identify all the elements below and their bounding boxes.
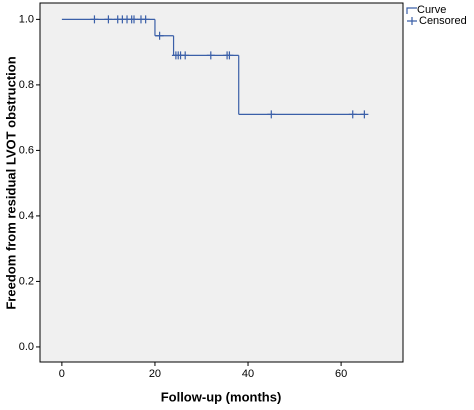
x-tick-label: 0 xyxy=(59,368,65,380)
legend-label: Censored xyxy=(419,15,467,27)
legend-censored-icon xyxy=(407,17,417,25)
y-tick-label: 1.0 xyxy=(19,13,34,25)
censored-mark xyxy=(181,51,190,60)
censored-mark xyxy=(90,15,99,24)
censored-mark xyxy=(348,110,357,119)
censored-mark xyxy=(267,110,276,119)
plot-area xyxy=(39,2,404,363)
censored-mark xyxy=(130,15,139,24)
y-tick-label: 0.8 xyxy=(19,79,34,91)
y-tick-label: 0.2 xyxy=(19,275,34,287)
y-tick-label: 0.0 xyxy=(19,341,34,353)
y-tick-label: 0.6 xyxy=(19,144,34,156)
censored-mark xyxy=(225,51,234,60)
x-tick-label: 60 xyxy=(335,368,347,380)
legend-curve-icon xyxy=(406,7,417,14)
censored-mark xyxy=(206,51,215,60)
x-tick-label: 20 xyxy=(149,368,161,380)
censored-mark xyxy=(155,31,164,40)
censored-mark xyxy=(141,15,150,24)
legend-label: Curve xyxy=(417,4,446,16)
y-axis-label: Freedom from residual LVOT obstruction xyxy=(3,56,18,309)
y-tick-label: 0.4 xyxy=(19,210,34,222)
x-axis-label: Follow-up (months) xyxy=(161,389,282,404)
censored-mark xyxy=(104,15,113,24)
x-tick-label: 40 xyxy=(242,368,254,380)
censored-mark xyxy=(360,110,369,119)
